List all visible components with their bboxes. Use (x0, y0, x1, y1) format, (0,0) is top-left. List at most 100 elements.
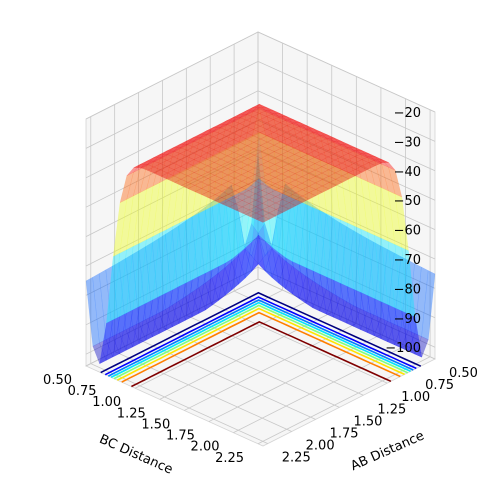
surface-patch-402 (240, 145, 255, 153)
surface-patch-312 (347, 148, 362, 180)
surface-patch-462 (213, 152, 228, 160)
contour-level-2 (107, 299, 414, 377)
surface-patch-151 (225, 113, 240, 126)
surface-patch-352 (387, 240, 402, 312)
surface-patch-595 (173, 178, 189, 186)
surface-patch-179 (265, 113, 281, 120)
surface-patch-447 (347, 150, 363, 157)
surface-patch-637 (308, 189, 324, 197)
surface-patch-388 (233, 142, 248, 150)
surface-patch-219 (185, 138, 200, 170)
surface-patch-377 (126, 192, 141, 251)
surface-patch-440 (166, 150, 181, 158)
surface-patch-450 (253, 151, 269, 159)
surface-patch-518 (166, 163, 182, 170)
surface-patch-326 (112, 312, 127, 358)
surface-patch-586 (200, 178, 216, 186)
surface-patch-254 (373, 298, 389, 343)
z-tick-label: −60 (394, 224, 421, 239)
surface-patch-366 (119, 245, 134, 317)
surface-patch-554 (207, 168, 222, 176)
surface-patch-386 (260, 141, 275, 149)
energy-surface (85, 103, 436, 365)
surface-patch-46 (298, 275, 313, 304)
surface-patch-70 (205, 265, 220, 311)
surface-patch-639 (201, 191, 216, 199)
surface-patch-284 (340, 145, 355, 176)
surface-patch-74 (245, 108, 260, 140)
surface-patch-84 (252, 103, 267, 113)
surface-patch-455 (133, 160, 148, 173)
surface-patch-241 (259, 122, 275, 130)
surface-patch-83 (265, 111, 280, 143)
surface-patch-433 (260, 148, 275, 156)
surface-patch-389 (219, 142, 235, 150)
surface-patch-62 (225, 192, 240, 264)
surface-patch-591 (254, 177, 270, 185)
surface-patch-625 (221, 187, 236, 195)
surface-patch-500 (200, 159, 215, 167)
surface-patch-674 (248, 212, 264, 220)
grid-line-z-6 (85, 207, 436, 296)
surface-patch-529 (321, 163, 336, 171)
surface-patch-547 (166, 169, 182, 177)
surface-patch-609 (180, 182, 196, 189)
surface-patch-245 (206, 127, 220, 132)
surface-patch-280 (394, 326, 409, 349)
surface-patch-188 (145, 315, 160, 338)
surface-patch-472 (260, 154, 276, 162)
surface-patch-337 (273, 135, 288, 143)
surface-patch-431 (287, 147, 302, 155)
surface-patch-468 (368, 156, 383, 161)
surface-patch-61 (238, 135, 253, 194)
ab-tick-label: 2.00 (306, 439, 335, 454)
surface-patch-534 (240, 164, 256, 172)
surface-patch-26 (224, 261, 239, 291)
surface-patch-168 (178, 215, 193, 287)
surface-patch-348 (126, 242, 140, 314)
surface-patch-260 (293, 125, 308, 133)
surface-patch-577 (234, 174, 249, 182)
surface-patch-646 (221, 194, 236, 201)
bc-axis-ticks: 0.500.751.001.251.501.752.002.25 (43, 373, 244, 466)
surface-patch-400 (374, 160, 389, 192)
surface-patch-343 (192, 137, 208, 144)
surface-patch-584 (167, 175, 182, 183)
surface-patch-268 (159, 175, 174, 234)
surface-patch-90 (171, 225, 186, 302)
surface-patch-538 (160, 166, 175, 174)
surface-patch-344 (179, 140, 194, 145)
surface-patch-39 (265, 183, 280, 254)
surface-patch-155 (366, 241, 381, 316)
surface-patch-583 (220, 174, 236, 182)
surface-patch-497 (240, 158, 256, 166)
surface-patch-404 (401, 247, 416, 318)
surface-patch-14 (224, 184, 239, 263)
surface-patch-578 (207, 175, 222, 182)
surface-patch-332 (340, 140, 355, 153)
surface-patch-301 (400, 329, 416, 352)
surface-patch-418 (172, 147, 188, 154)
surface-patch-572 (314, 172, 330, 180)
surface-patch-620 (187, 185, 203, 193)
surface-patch-16 (271, 254, 286, 284)
surface-patch-470 (314, 153, 329, 161)
surface-patch-238 (300, 125, 314, 130)
surface-patch-650 (268, 196, 284, 204)
surface-patch-449 (280, 151, 296, 159)
surface-patch-5 (237, 210, 252, 257)
surface-patch-488 (375, 159, 389, 164)
surface-patch-111 (266, 106, 280, 119)
surface-patch-112 (252, 103, 267, 108)
surface-patch-476 (166, 156, 182, 164)
surface-patch-274 (239, 126, 255, 134)
surface-patch-401 (266, 144, 282, 152)
surface-patch-122 (299, 150, 314, 208)
surface-patch-211 (373, 317, 388, 340)
surface-patch-556 (321, 169, 336, 177)
surface-patch-330 (367, 181, 382, 239)
surface-patch-327 (421, 270, 436, 340)
surface-patch-243 (232, 123, 248, 131)
surface-patch-535 (213, 165, 229, 173)
surface-patch-549 (301, 166, 316, 174)
